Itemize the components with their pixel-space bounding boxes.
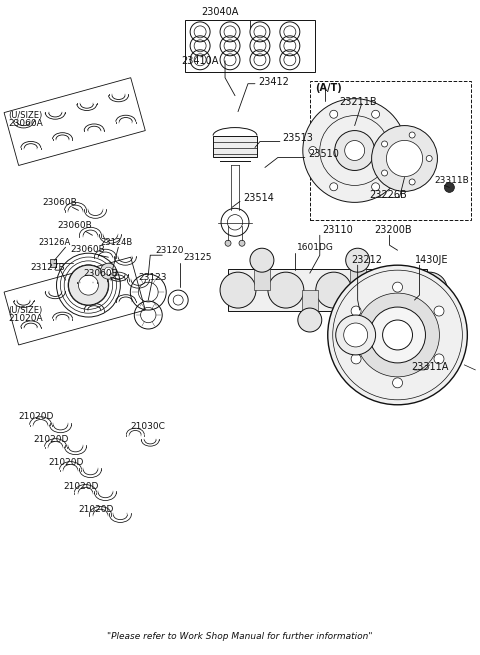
Bar: [49, 259, 56, 267]
Bar: [185, 20, 315, 72]
Circle shape: [372, 126, 437, 191]
Circle shape: [220, 272, 256, 308]
Text: 23513: 23513: [282, 132, 313, 143]
Text: 21020A: 21020A: [9, 314, 43, 322]
Text: 23060B: 23060B: [84, 269, 118, 278]
Circle shape: [351, 306, 361, 316]
Text: 1601DG: 1601DG: [297, 243, 334, 252]
Text: 23410A: 23410A: [181, 56, 219, 66]
Text: 23125: 23125: [183, 253, 212, 262]
Text: 23412: 23412: [258, 77, 289, 86]
Circle shape: [383, 320, 412, 350]
Circle shape: [372, 183, 380, 191]
Circle shape: [330, 110, 338, 119]
Text: 21020D: 21020D: [78, 505, 114, 514]
Circle shape: [239, 240, 245, 246]
Bar: [397, 290, 413, 320]
Bar: [350, 260, 366, 290]
Circle shape: [434, 306, 444, 316]
Text: 23211B: 23211B: [340, 97, 377, 107]
Bar: [228, 269, 428, 311]
Circle shape: [372, 110, 380, 119]
Text: (U/SIZE): (U/SIZE): [9, 111, 43, 120]
Circle shape: [316, 272, 352, 308]
Text: 23226B: 23226B: [370, 191, 408, 200]
Circle shape: [330, 183, 338, 191]
Text: 23110: 23110: [322, 225, 352, 235]
Text: 23060A: 23060A: [9, 119, 43, 128]
Text: 21020D: 21020D: [19, 412, 54, 421]
Circle shape: [364, 272, 399, 308]
Circle shape: [78, 275, 98, 295]
Circle shape: [303, 99, 407, 202]
Circle shape: [386, 140, 422, 177]
Text: 23200B: 23200B: [374, 225, 412, 235]
Text: 21020D: 21020D: [63, 482, 99, 491]
Bar: [310, 81, 471, 220]
Text: 23060B: 23060B: [58, 221, 92, 230]
Circle shape: [409, 179, 415, 185]
Circle shape: [309, 147, 317, 155]
Text: 23124B: 23124B: [100, 238, 132, 247]
Circle shape: [351, 354, 361, 364]
Text: 23514: 23514: [243, 193, 274, 203]
Circle shape: [346, 248, 370, 272]
Bar: [254, 260, 270, 290]
Circle shape: [411, 272, 447, 308]
Text: (U/SIZE): (U/SIZE): [9, 305, 43, 314]
Circle shape: [394, 308, 418, 332]
Bar: [302, 290, 318, 320]
Circle shape: [444, 183, 455, 193]
Text: 21030C: 21030C: [130, 422, 165, 431]
Text: 23311B: 23311B: [434, 176, 469, 185]
Circle shape: [345, 141, 365, 160]
Circle shape: [370, 307, 425, 363]
Text: 23510: 23510: [308, 149, 339, 159]
Circle shape: [426, 155, 432, 162]
Text: 21020D: 21020D: [48, 458, 84, 467]
Text: 23040A: 23040A: [202, 7, 239, 17]
Text: 23311A: 23311A: [411, 362, 449, 372]
Circle shape: [382, 141, 387, 147]
Circle shape: [336, 315, 376, 355]
Circle shape: [225, 240, 231, 246]
Circle shape: [382, 170, 387, 176]
Circle shape: [328, 265, 468, 405]
Circle shape: [100, 263, 116, 279]
Circle shape: [298, 308, 322, 332]
Text: 23127B: 23127B: [31, 263, 65, 272]
Circle shape: [268, 272, 304, 308]
Bar: [213, 136, 257, 157]
Text: 23212: 23212: [352, 255, 383, 265]
Circle shape: [393, 378, 403, 388]
Text: 1430JE: 1430JE: [415, 255, 448, 265]
Circle shape: [104, 267, 112, 275]
Text: 23060B: 23060B: [71, 245, 105, 253]
Circle shape: [393, 147, 400, 155]
Circle shape: [409, 132, 415, 138]
Circle shape: [434, 354, 444, 364]
Circle shape: [393, 282, 403, 292]
Circle shape: [335, 130, 374, 170]
Circle shape: [250, 248, 274, 272]
Circle shape: [69, 265, 108, 305]
Text: 23126A: 23126A: [38, 238, 71, 247]
Circle shape: [344, 323, 368, 347]
Text: 23060B: 23060B: [43, 198, 77, 207]
Text: (A/T): (A/T): [315, 83, 342, 93]
Circle shape: [356, 293, 439, 377]
Text: 23120: 23120: [155, 246, 184, 255]
Text: 21020D: 21020D: [34, 435, 69, 444]
Text: "Please refer to Work Shop Manual for further information": "Please refer to Work Shop Manual for fu…: [107, 631, 373, 641]
Text: 23123: 23123: [138, 272, 167, 282]
